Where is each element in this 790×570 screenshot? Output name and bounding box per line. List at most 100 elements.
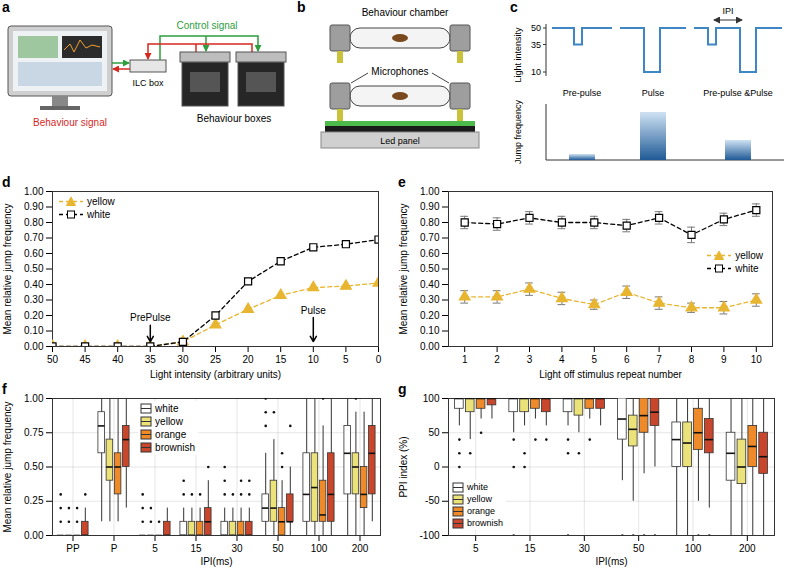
svg-text:50: 50 <box>47 354 59 365</box>
svg-text:0.50: 0.50 <box>24 461 44 472</box>
svg-text:0.30: 0.30 <box>24 294 44 305</box>
svg-text:50: 50 <box>272 543 284 554</box>
svg-text:5: 5 <box>343 354 349 365</box>
svg-text:35: 35 <box>145 354 157 365</box>
svg-text:Behaviour boxes: Behaviour boxes <box>197 113 272 124</box>
svg-text:Pulse: Pulse <box>642 88 665 98</box>
svg-text:0.10: 0.10 <box>24 325 44 336</box>
svg-text:0.30: 0.30 <box>420 294 440 305</box>
svg-text:Behaviour chamber: Behaviour chamber <box>362 7 449 18</box>
svg-text:PrePulse: PrePulse <box>130 312 171 323</box>
svg-text:PP: PP <box>66 543 80 554</box>
svg-text:0.20: 0.20 <box>420 310 440 321</box>
svg-text:Pre-pulse &Pulse: Pre-pulse &Pulse <box>703 88 773 98</box>
svg-text:IPI(ms): IPI(ms) <box>595 556 627 567</box>
svg-text:50: 50 <box>633 543 645 554</box>
svg-text:0.40: 0.40 <box>420 279 440 290</box>
svg-text:0.00: 0.00 <box>24 530 44 541</box>
svg-text:0.80: 0.80 <box>24 217 44 228</box>
svg-text:30: 30 <box>177 354 189 365</box>
svg-text:35: 35 <box>531 40 541 50</box>
svg-text:0.00: 0.00 <box>420 341 440 352</box>
svg-text:200: 200 <box>739 543 756 554</box>
svg-text:100: 100 <box>685 543 702 554</box>
svg-text:0.75: 0.75 <box>24 427 44 438</box>
svg-text:3: 3 <box>527 354 533 365</box>
svg-text:30: 30 <box>579 543 591 554</box>
svg-text:0.90: 0.90 <box>420 201 440 212</box>
svg-text:6: 6 <box>624 354 630 365</box>
svg-text:50: 50 <box>428 427 440 438</box>
svg-text:P: P <box>111 543 118 554</box>
svg-text:2: 2 <box>494 354 500 365</box>
svg-text:8: 8 <box>689 354 695 365</box>
svg-text:0.70: 0.70 <box>24 232 44 243</box>
svg-text:0.50: 0.50 <box>24 263 44 274</box>
svg-text:0.60: 0.60 <box>24 248 44 259</box>
svg-text:Microphones: Microphones <box>371 66 428 77</box>
svg-text:PPI index (%): PPI index (%) <box>398 436 409 497</box>
svg-text:ILC box: ILC box <box>132 78 164 88</box>
svg-text:Mean relative jump frequency: Mean relative jump frequency <box>398 203 409 334</box>
svg-text:0: 0 <box>376 354 382 365</box>
svg-text:Light intensity: Light intensity <box>513 27 523 83</box>
svg-text:5: 5 <box>152 543 158 554</box>
html-text:yellow: yellow <box>735 250 763 262</box>
svg-text:0.00: 0.00 <box>24 341 44 352</box>
html-text:yellow: yellow <box>87 196 115 207</box>
svg-text:1: 1 <box>462 354 468 365</box>
svg-text:Mean relative jump frequency: Mean relative jump frequency <box>2 401 13 532</box>
svg-text:-100: -100 <box>419 530 439 541</box>
svg-text:0.90: 0.90 <box>24 201 44 212</box>
svg-text:0.40: 0.40 <box>24 279 44 290</box>
svg-text:-50: -50 <box>425 495 440 506</box>
svg-text:10: 10 <box>308 354 320 365</box>
svg-text:100: 100 <box>311 543 328 554</box>
svg-text:Pre-pulse: Pre-pulse <box>563 88 602 98</box>
svg-text:1.00: 1.00 <box>24 186 44 197</box>
svg-text:30: 30 <box>231 543 243 554</box>
svg-text:Light off stimulus repeat numb: Light off stimulus repeat number <box>539 369 682 380</box>
html-text:white: white <box>155 403 179 414</box>
svg-text:Behaviour signal: Behaviour signal <box>33 117 107 128</box>
svg-text:0: 0 <box>434 461 440 472</box>
svg-text:0.80: 0.80 <box>420 217 440 228</box>
svg-text:4: 4 <box>559 354 565 365</box>
html-text:white: white <box>735 263 759 275</box>
svg-text:9: 9 <box>721 354 727 365</box>
svg-text:15: 15 <box>275 354 287 365</box>
svg-text:10: 10 <box>751 354 763 365</box>
html-text:yellow: yellow <box>155 416 183 427</box>
svg-text:Light intensity (arbitrary uni: Light intensity (arbitrary units) <box>150 369 281 380</box>
svg-text:1.00: 1.00 <box>24 393 44 404</box>
svg-text:40: 40 <box>112 354 124 365</box>
svg-text:5: 5 <box>473 543 479 554</box>
svg-text:0.20: 0.20 <box>24 310 44 321</box>
svg-text:15: 15 <box>524 543 536 554</box>
svg-text:10: 10 <box>531 67 541 77</box>
svg-text:20: 20 <box>243 354 255 365</box>
html-text:white: white <box>87 209 111 220</box>
svg-text:Control signal: Control signal <box>176 20 237 31</box>
svg-text:5: 5 <box>592 354 598 365</box>
svg-text:0.70: 0.70 <box>420 232 440 243</box>
html-text:orange: orange <box>155 429 187 440</box>
svg-text:0.50: 0.50 <box>420 263 440 274</box>
svg-text:0.60: 0.60 <box>420 248 440 259</box>
svg-text:IPI: IPI <box>722 6 733 16</box>
svg-text:Led panel: Led panel <box>380 136 420 146</box>
svg-text:1.00: 1.00 <box>420 186 440 197</box>
svg-text:50: 50 <box>531 23 541 33</box>
svg-text:15: 15 <box>190 543 202 554</box>
svg-text:Jump frequency: Jump frequency <box>513 99 523 164</box>
svg-text:Pulse: Pulse <box>301 305 326 316</box>
svg-text:IPI(ms): IPI(ms) <box>200 556 232 567</box>
svg-text:7: 7 <box>656 354 662 365</box>
svg-text:200: 200 <box>352 543 369 554</box>
svg-text:0.10: 0.10 <box>420 325 440 336</box>
svg-text:45: 45 <box>80 354 92 365</box>
svg-text:100: 100 <box>423 393 440 404</box>
svg-text:Mean relative jump frequency: Mean relative jump frequency <box>2 203 13 334</box>
svg-text:25: 25 <box>210 354 222 365</box>
svg-text:0.25: 0.25 <box>24 495 44 506</box>
